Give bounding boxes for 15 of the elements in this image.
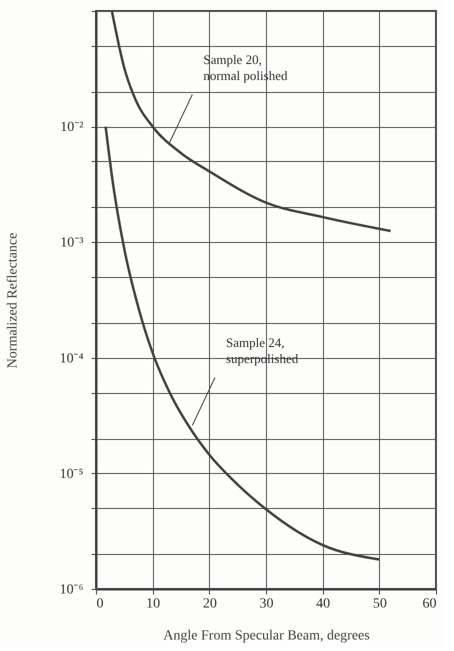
- x-tick-label: 0: [96, 596, 104, 612]
- x-tick-label: 60: [422, 596, 436, 612]
- y-tick-label: 10⁻⁶: [60, 582, 84, 598]
- x-tick-label: 20: [202, 596, 217, 612]
- x-tick-label: 50: [372, 596, 387, 612]
- line-series: [104, 125, 381, 561]
- x-tick-label: 10: [146, 596, 160, 612]
- x-tick-label: 40: [316, 596, 330, 612]
- x-tick-label: 30: [260, 596, 274, 612]
- y-axis-title: Normalized Reflectance: [6, 232, 21, 368]
- x-axis-title: Angle From Specular Beam, degrees: [163, 628, 370, 644]
- y-tick-label: 10⁻⁴: [60, 351, 84, 366]
- y-tick-label: 10⁻⁵: [60, 466, 84, 482]
- y-tick-label: 10⁻²: [60, 120, 84, 136]
- y-tick-label: 10⁻³: [60, 236, 84, 251]
